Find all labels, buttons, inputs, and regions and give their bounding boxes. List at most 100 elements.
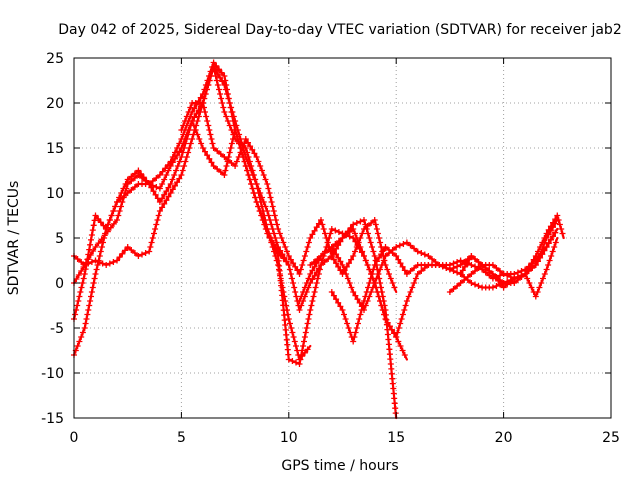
data-point-marker xyxy=(301,338,307,345)
data-point-marker xyxy=(398,316,405,322)
data-point-marker xyxy=(486,268,493,274)
data-point-marker xyxy=(304,346,311,353)
data-point-marker xyxy=(461,263,468,270)
data-point-marker xyxy=(265,185,272,192)
data-point-marker xyxy=(356,316,363,322)
data-point-marker xyxy=(151,230,157,237)
data-point-marker xyxy=(167,181,174,187)
data-point-marker xyxy=(526,263,533,270)
data-point-marker xyxy=(84,311,91,318)
data-point-marker xyxy=(370,248,377,255)
data-point-marker xyxy=(412,275,419,282)
data-point-marker xyxy=(206,127,213,133)
series-track-2 xyxy=(71,59,290,358)
data-point-marker xyxy=(318,262,324,268)
data-point-marker xyxy=(146,248,153,255)
data-point-marker xyxy=(297,356,304,363)
data-point-marker xyxy=(347,329,354,336)
data-point-marker xyxy=(182,158,189,165)
data-point-marker xyxy=(267,194,274,201)
data-point-marker xyxy=(179,149,186,156)
data-point-marker xyxy=(155,212,162,219)
data-point-marker xyxy=(414,248,421,255)
data-point-marker xyxy=(173,167,179,174)
data-point-marker xyxy=(219,78,226,85)
y-tick-label: 20 xyxy=(46,96,64,112)
data-point-marker xyxy=(289,329,296,336)
data-point-marker xyxy=(210,64,217,70)
data-point-marker xyxy=(119,199,126,205)
data-point-marker xyxy=(313,224,320,231)
data-point-marker xyxy=(269,226,276,232)
data-point-marker xyxy=(214,148,221,154)
data-point-marker xyxy=(165,167,172,174)
data-point-marker xyxy=(227,104,234,111)
data-point-marker xyxy=(195,107,202,114)
data-point-marker xyxy=(537,244,544,250)
data-point-marker xyxy=(90,248,97,254)
data-point-marker xyxy=(298,352,305,358)
data-point-marker xyxy=(371,280,378,286)
data-point-marker xyxy=(183,131,190,138)
data-point-marker xyxy=(142,250,149,256)
data-point-marker xyxy=(384,266,391,273)
data-point-marker xyxy=(266,190,273,196)
data-point-marker xyxy=(528,284,535,291)
data-point-marker xyxy=(395,338,402,345)
data-point-marker xyxy=(187,104,194,111)
data-point-marker xyxy=(311,272,318,279)
y-axis-title: SDTVAR / TECUs xyxy=(6,181,22,296)
y-tick-label: -5 xyxy=(50,321,64,337)
data-point-marker xyxy=(230,118,237,124)
data-point-marker xyxy=(150,188,157,195)
data-point-marker xyxy=(421,265,428,271)
data-point-marker xyxy=(179,167,186,174)
data-point-marker xyxy=(189,118,196,124)
data-point-marker xyxy=(86,302,93,309)
data-point-marker xyxy=(443,265,450,271)
data-point-marker xyxy=(288,325,295,331)
data-point-marker xyxy=(285,316,292,322)
data-point-marker xyxy=(285,262,292,268)
data-point-marker xyxy=(403,298,410,304)
y-tick-label: 10 xyxy=(46,186,64,202)
data-point-marker xyxy=(208,136,215,142)
y-tick-label: 0 xyxy=(55,276,64,292)
data-point-marker xyxy=(165,161,171,168)
data-point-marker xyxy=(351,334,358,340)
data-point-marker xyxy=(327,230,334,237)
data-point-marker xyxy=(294,267,301,274)
data-point-marker xyxy=(272,217,279,223)
data-point-marker xyxy=(450,268,457,274)
data-point-marker xyxy=(355,320,361,327)
data-point-marker xyxy=(139,251,145,258)
data-point-marker xyxy=(457,262,464,268)
data-point-marker xyxy=(532,253,539,259)
data-point-marker xyxy=(328,253,335,259)
data-point-marker xyxy=(461,259,468,265)
data-point-marker xyxy=(250,190,257,196)
data-point-marker xyxy=(290,260,297,267)
data-point-marker xyxy=(287,320,293,327)
data-point-marker xyxy=(556,221,563,228)
data-point-marker xyxy=(283,258,290,265)
data-point-marker xyxy=(153,184,160,190)
data-point-marker xyxy=(244,149,251,156)
y-tick-label: 5 xyxy=(55,231,64,247)
data-point-marker xyxy=(163,197,170,204)
data-point-marker xyxy=(92,271,99,277)
data-point-marker xyxy=(382,253,389,259)
data-point-marker xyxy=(204,118,211,124)
data-point-marker xyxy=(114,257,120,264)
data-point-marker xyxy=(210,145,217,151)
data-point-marker xyxy=(300,343,307,349)
data-point-marker xyxy=(337,258,344,265)
data-point-marker xyxy=(94,262,101,268)
data-point-marker xyxy=(389,250,396,256)
data-point-marker xyxy=(247,143,254,150)
data-point-marker xyxy=(393,334,400,340)
data-point-marker xyxy=(217,169,224,175)
x-tick-label: 0 xyxy=(70,430,79,446)
data-point-marker xyxy=(89,284,96,291)
data-point-marker xyxy=(411,245,418,252)
